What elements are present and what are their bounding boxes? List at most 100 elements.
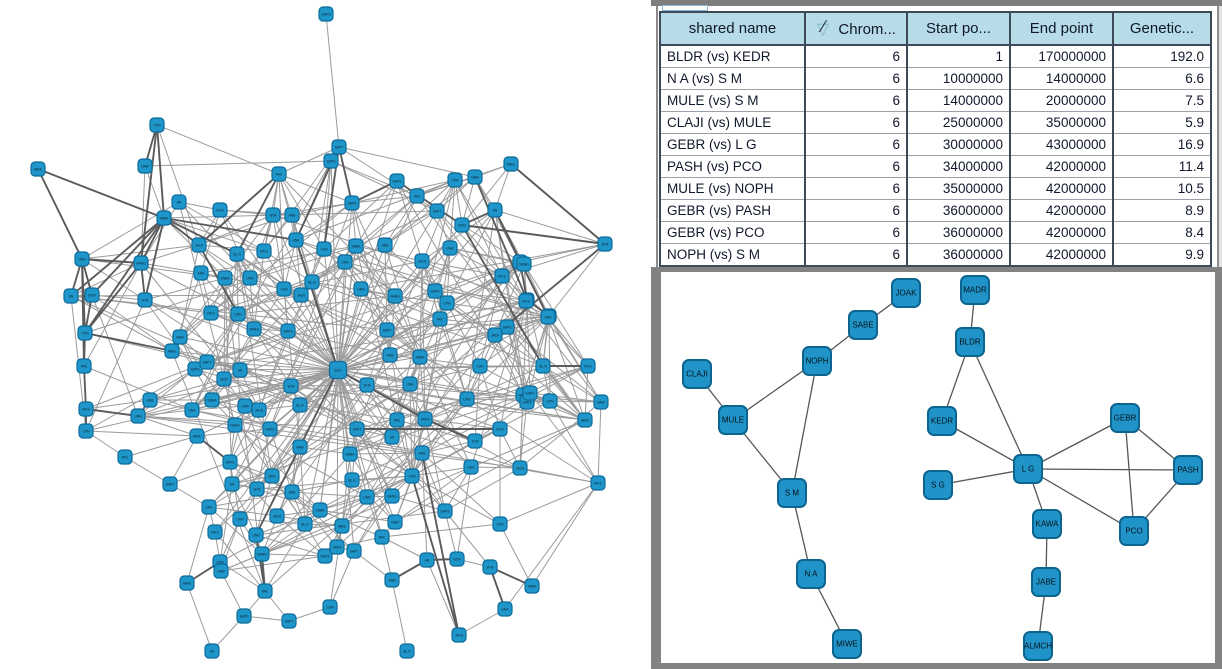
svg-text:BCN: BCN: [459, 224, 467, 228]
svg-text:UNN: UNN: [544, 316, 552, 320]
svg-text:SAPT: SAPT: [433, 210, 442, 214]
svg-text:ANB: ANB: [198, 272, 206, 276]
svg-text:SNBA: SNBA: [221, 277, 231, 281]
svg-text:JALN: JALN: [491, 334, 500, 338]
svg-text:CPN: CPN: [217, 561, 225, 565]
svg-text:BCN: BCN: [269, 475, 277, 479]
svg-text:BCN: BCN: [89, 294, 97, 298]
svg-text:NAW: NAW: [141, 165, 149, 169]
svg-text:UNN: UNN: [463, 398, 471, 402]
svg-text:NANG: NANG: [387, 495, 397, 499]
svg-text:GAPS: GAPS: [265, 428, 275, 432]
svg-text:AN: AN: [210, 650, 215, 654]
svg-text:CPN: CPN: [497, 523, 505, 527]
svg-text:NAW: NAW: [176, 336, 184, 340]
svg-text:AN: AN: [177, 201, 182, 205]
svg-text:SNBA: SNBA: [346, 453, 356, 457]
svg-text:AN: AN: [238, 369, 243, 373]
svg-text:SAPT: SAPT: [353, 428, 362, 432]
svg-text:ANB: ANB: [419, 452, 427, 456]
svg-text:NANG: NANG: [249, 328, 259, 332]
svg-text:SAPT: SAPT: [383, 329, 392, 333]
svg-text:GAPS: GAPS: [525, 392, 535, 396]
svg-text:JALN: JALN: [516, 467, 525, 471]
svg-text:UNA: UNA: [206, 506, 214, 510]
svg-text:CPN: CPN: [83, 430, 91, 434]
svg-text:CAN: CAN: [237, 518, 245, 522]
svg-text:UNN: UNN: [252, 534, 260, 538]
svg-text:RA S: RA S: [584, 365, 592, 369]
svg-text:CLAJI: CLAJI: [686, 370, 708, 379]
svg-text:GEBR: GEBR: [1114, 414, 1137, 423]
svg-text:W M: W M: [364, 384, 371, 388]
svg-text:CPN: CPN: [452, 179, 460, 183]
svg-text:UNN: UNN: [357, 288, 365, 292]
svg-text:MIWE: MIWE: [836, 640, 858, 649]
svg-text:W M: W M: [288, 385, 295, 389]
svg-text:UNA: UNA: [502, 608, 510, 612]
svg-text:PASH: PASH: [1177, 466, 1198, 475]
svg-text:PAC: PAC: [379, 536, 386, 540]
svg-text:BL.N: BL.N: [403, 650, 411, 654]
svg-text:L G: L G: [1022, 465, 1035, 474]
svg-text:NAW: NAW: [217, 570, 225, 574]
svg-text:AN: AN: [493, 209, 498, 213]
svg-text:SAPT: SAPT: [335, 146, 344, 150]
svg-text:NAW: NAW: [391, 521, 399, 525]
svg-text:NANG: NANG: [136, 262, 146, 266]
svg-text:CAN: CAN: [409, 475, 417, 479]
svg-text:AN: AN: [69, 295, 74, 299]
svg-text:NAW: NAW: [597, 401, 605, 405]
svg-text:GAPS: GAPS: [283, 330, 293, 334]
svg-text:RA S: RA S: [260, 250, 268, 254]
svg-text:ABNL: ABNL: [34, 168, 43, 172]
svg-text:SAPT: SAPT: [350, 550, 359, 554]
svg-text:SAPS: SAPS: [191, 368, 201, 372]
svg-text:RA S: RA S: [207, 312, 215, 316]
svg-text:BL.N: BL.N: [348, 479, 356, 483]
svg-text:UNN: UNN: [134, 415, 142, 419]
svg-text:SAPT: SAPT: [285, 620, 294, 624]
svg-text:NANG: NANG: [390, 295, 400, 299]
svg-text:CAN: CAN: [342, 261, 350, 265]
svg-text:ANB: ANB: [289, 214, 297, 218]
svg-text:BL.N: BL.N: [308, 281, 316, 285]
svg-text:ABNL: ABNL: [507, 163, 516, 167]
svg-text:UNA: UNA: [189, 409, 197, 413]
svg-text:UNA: UNA: [293, 239, 301, 243]
svg-text:BCN: BCN: [335, 369, 343, 373]
svg-text:CPN: CPN: [547, 400, 555, 404]
svg-text:UNA: UNA: [247, 277, 255, 281]
svg-text:SAPS: SAPS: [503, 326, 513, 330]
svg-text:CAN: CAN: [321, 248, 329, 252]
svg-text:NANG: NANG: [230, 424, 240, 428]
svg-text:CPN: CPN: [82, 332, 90, 336]
svg-text:MADR: MADR: [963, 286, 987, 295]
svg-text:UNN: UNN: [363, 496, 371, 500]
svg-text:PAC: PAC: [122, 456, 129, 460]
svg-text:NANG: NANG: [257, 553, 267, 557]
svg-text:BCN: BCN: [497, 428, 505, 432]
svg-text:W M: W M: [254, 488, 261, 492]
svg-text:SAPS: SAPS: [327, 160, 337, 164]
svg-text:PAC: PAC: [262, 590, 269, 594]
svg-text:ABNL: ABNL: [338, 525, 347, 529]
svg-text:NOPH: NOPH: [805, 357, 828, 366]
svg-text:JALN: JALN: [255, 409, 264, 413]
svg-text:ANB: ANB: [289, 491, 297, 495]
svg-text:UNA: UNA: [468, 466, 476, 470]
svg-text:SNBA: SNBA: [416, 356, 426, 360]
svg-text:ANB: ANB: [382, 244, 390, 248]
svg-text:CAN: CAN: [477, 365, 485, 369]
svg-text:PAC: PAC: [437, 318, 444, 322]
svg-text:W M: W M: [487, 566, 494, 570]
svg-text:ANB: ANB: [147, 399, 155, 403]
svg-text:KAWA: KAWA: [1036, 520, 1060, 529]
svg-text:SNBA: SNBA: [352, 245, 362, 249]
svg-text:SNBA: SNBA: [316, 509, 326, 513]
svg-text:ABNL: ABNL: [193, 435, 202, 439]
svg-text:CAN: CAN: [327, 606, 335, 610]
svg-text:N A: N A: [805, 570, 819, 579]
svg-text:BL.N: BL.N: [296, 404, 304, 408]
svg-text:NAW: NAW: [471, 176, 479, 180]
